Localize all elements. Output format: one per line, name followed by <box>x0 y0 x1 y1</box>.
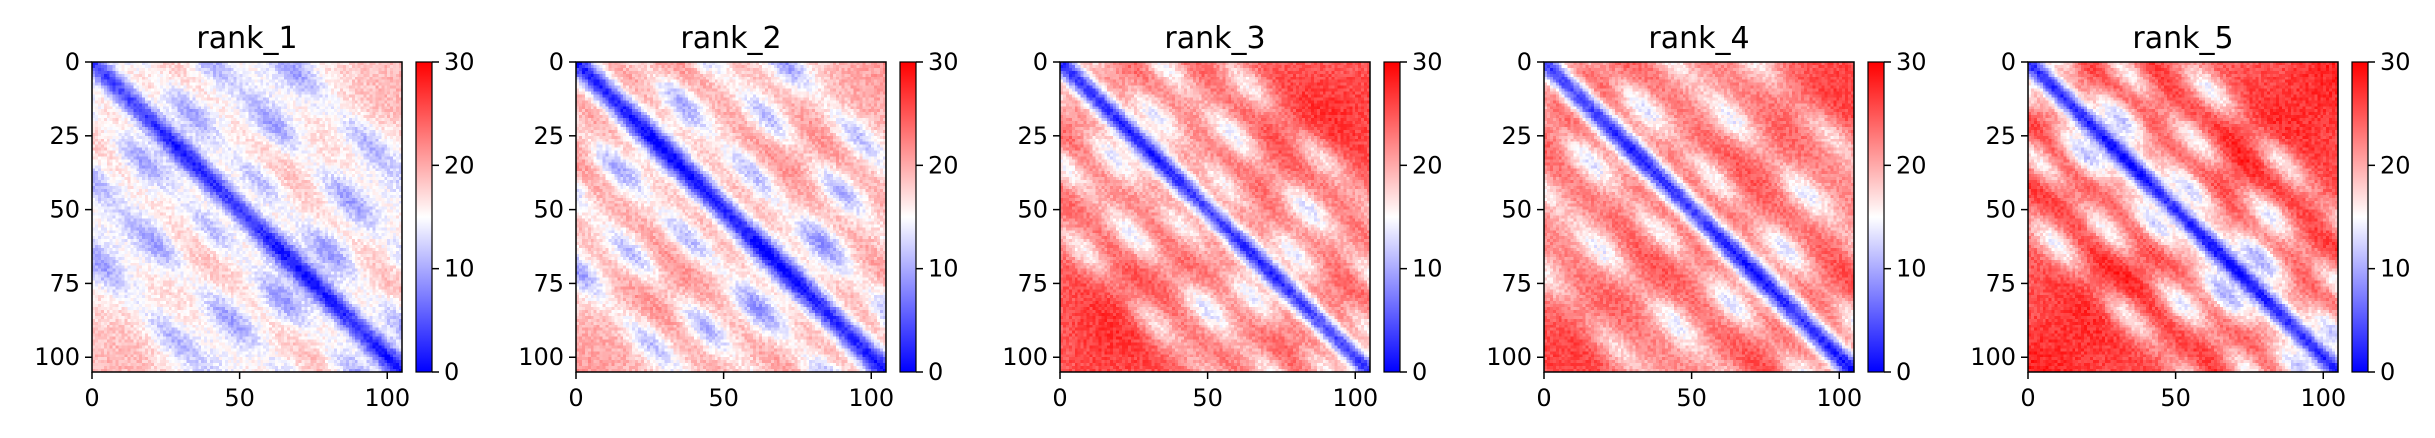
y-tick-label: 75 <box>1501 269 1532 297</box>
y-tick-label: 50 <box>1985 196 2016 224</box>
heatmap-cells <box>1544 62 1854 372</box>
x-tick-label: 0 <box>2020 384 2035 412</box>
y-tick-label: 100 <box>34 343 80 371</box>
x-tick-label: 50 <box>708 384 739 412</box>
y-tick-label: 0 <box>65 48 80 76</box>
colorbar-tick-label: 30 <box>444 48 475 76</box>
y-tick-label: 100 <box>1970 343 2016 371</box>
colorbar-tick-label: 10 <box>1896 255 1927 283</box>
y-tick-label: 75 <box>1017 269 1048 297</box>
x-tick-label: 100 <box>2300 384 2346 412</box>
colorbar-tick-label: 30 <box>2380 48 2411 76</box>
x-tick-label: 50 <box>224 384 255 412</box>
panel-title: rank_2 <box>680 21 781 56</box>
colorbar-tick-label: 0 <box>2380 358 2395 386</box>
panel-title: rank_4 <box>1648 21 1749 56</box>
axes-frame <box>1543 61 1855 373</box>
y-tick-label: 50 <box>1501 196 1532 224</box>
colorbar <box>1867 61 1885 373</box>
colorbar-tick-label: 10 <box>444 255 475 283</box>
y-tick-label: 0 <box>1517 48 1532 76</box>
panel-title: rank_5 <box>2132 21 2233 56</box>
colorbar-tick-label: 10 <box>2380 255 2411 283</box>
y-tick-label: 50 <box>1017 196 1048 224</box>
x-tick-label: 0 <box>568 384 583 412</box>
colorbar-tick-label: 20 <box>1412 151 1443 179</box>
y-tick-label: 25 <box>533 122 564 150</box>
x-tick-label: 50 <box>1676 384 1707 412</box>
colorbar-tick-label: 20 <box>444 151 475 179</box>
x-tick-label: 50 <box>2160 384 2191 412</box>
heatmap-cells <box>576 62 886 372</box>
x-tick-label: 0 <box>1052 384 1067 412</box>
x-tick-label: 100 <box>848 384 894 412</box>
colorbar-tick-label: 10 <box>928 255 959 283</box>
axes-frame <box>575 61 887 373</box>
x-tick-label: 100 <box>364 384 410 412</box>
colorbar <box>415 61 433 373</box>
colorbar <box>899 61 917 373</box>
y-tick-label: 25 <box>1985 122 2016 150</box>
colorbar-tick-label: 30 <box>1896 48 1927 76</box>
y-tick-label: 75 <box>533 269 564 297</box>
colorbar-tick-label: 20 <box>928 151 959 179</box>
y-tick-label: 100 <box>518 343 564 371</box>
axes-frame <box>91 61 403 373</box>
heatmap-cells <box>2028 62 2338 372</box>
panel-title: rank_1 <box>196 21 297 56</box>
colorbar-tick-label: 20 <box>2380 151 2411 179</box>
y-tick-label: 100 <box>1002 343 1048 371</box>
colorbar-tick-label: 0 <box>444 358 459 386</box>
y-tick-label: 0 <box>2001 48 2016 76</box>
colorbar-tick-label: 30 <box>928 48 959 76</box>
colorbar-tick-label: 0 <box>928 358 943 386</box>
y-tick-label: 25 <box>49 122 80 150</box>
axes-frame <box>2027 61 2339 373</box>
colorbar-tick-label: 30 <box>1412 48 1443 76</box>
y-tick-label: 0 <box>549 48 564 76</box>
y-tick-label: 25 <box>1017 122 1048 150</box>
y-tick-label: 75 <box>49 269 80 297</box>
y-tick-label: 50 <box>533 196 564 224</box>
panel-title: rank_3 <box>1164 21 1265 56</box>
colorbar-tick-label: 0 <box>1412 358 1427 386</box>
y-tick-label: 50 <box>49 196 80 224</box>
x-tick-label: 50 <box>1192 384 1223 412</box>
y-tick-label: 100 <box>1486 343 1532 371</box>
x-tick-label: 0 <box>84 384 99 412</box>
colorbar-tick-label: 20 <box>1896 151 1927 179</box>
colorbar <box>2351 61 2369 373</box>
y-tick-label: 25 <box>1501 122 1532 150</box>
y-tick-label: 75 <box>1985 269 2016 297</box>
heatmap-cells <box>1060 62 1370 372</box>
colorbar-tick-label: 0 <box>1896 358 1911 386</box>
x-tick-label: 100 <box>1332 384 1378 412</box>
colorbar-tick-label: 10 <box>1412 255 1443 283</box>
x-tick-label: 100 <box>1816 384 1862 412</box>
heatmap-cells <box>92 62 402 372</box>
y-tick-label: 0 <box>1033 48 1048 76</box>
colorbar <box>1383 61 1401 373</box>
x-tick-label: 0 <box>1536 384 1551 412</box>
axes-frame <box>1059 61 1371 373</box>
